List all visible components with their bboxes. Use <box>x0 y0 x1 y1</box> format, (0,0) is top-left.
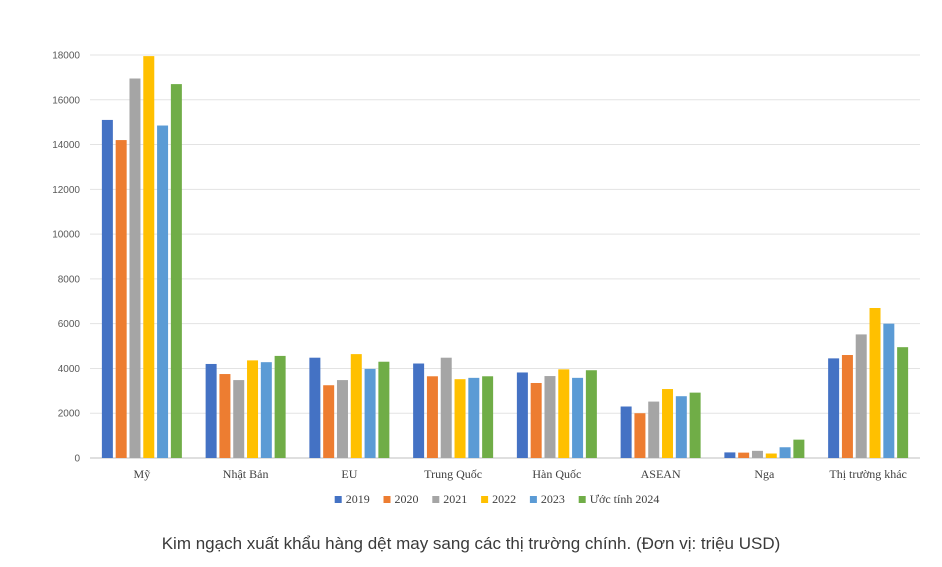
bar <box>585 370 597 458</box>
y-tick-label: 6000 <box>58 319 81 330</box>
y-tick-label: 4000 <box>58 364 81 375</box>
bar <box>675 396 687 458</box>
bar <box>364 368 376 458</box>
bar <box>115 140 127 459</box>
bar <box>482 376 494 458</box>
y-tick-label: 16000 <box>52 95 80 106</box>
legend-swatch <box>334 496 342 503</box>
y-axis-ticks: 0 2000 4000 6000 8000 10000 12000 14000 16000 180… <box>52 51 80 465</box>
x-axis-category-labels: Mỹ Nhật Bản EU Trung Quốc Hàn Quốc ASEAN Nga Th… <box>134 467 907 481</box>
bar <box>378 361 390 458</box>
bar <box>828 358 840 458</box>
bar <box>468 377 480 458</box>
bar <box>205 363 217 458</box>
bar <box>620 406 632 458</box>
bar <box>530 382 542 458</box>
bar <box>440 357 452 458</box>
legend-swatch <box>481 496 489 503</box>
bar <box>648 401 660 458</box>
bar <box>634 413 646 458</box>
bar <box>883 323 895 458</box>
bar <box>413 363 425 458</box>
bar <box>426 376 438 458</box>
legend-label: 2021 <box>443 492 467 506</box>
bar <box>309 357 321 458</box>
bar <box>129 78 141 458</box>
bar <box>170 84 182 458</box>
bar <box>724 452 736 458</box>
x-category-label: Hàn Quốc <box>532 467 581 481</box>
bar <box>247 360 259 458</box>
bar <box>689 392 701 458</box>
bar <box>779 447 791 458</box>
legend-label: 2019 <box>346 492 370 506</box>
bar <box>765 453 777 458</box>
bar <box>516 372 528 458</box>
chart-caption: Kim ngạch xuất khẩu hàng dệt may sang cá… <box>161 534 781 553</box>
y-tick-label: 18000 <box>52 51 80 62</box>
x-category-label: Mỹ <box>134 467 151 481</box>
x-category-label: Nhật Bản <box>223 467 269 481</box>
y-tick-label: 0 <box>74 454 80 465</box>
legend-label: 2023 <box>541 492 565 506</box>
bar <box>274 355 286 458</box>
bar <box>738 452 750 458</box>
bar <box>233 380 245 458</box>
bar <box>260 362 272 458</box>
bars <box>101 56 909 459</box>
legend-swatch <box>529 496 537 503</box>
bar <box>143 56 155 458</box>
legend-swatch <box>383 496 391 503</box>
bar <box>841 355 853 458</box>
x-category-label: Nga <box>754 467 775 481</box>
y-tick-label: 8000 <box>58 274 81 285</box>
x-category-label: EU <box>341 467 357 481</box>
bar <box>101 119 113 458</box>
x-category-label: Trung Quốc <box>424 467 482 481</box>
bar <box>855 334 867 458</box>
bar <box>157 125 169 459</box>
y-tick-label: 2000 <box>58 409 81 420</box>
x-category-label: ASEAN <box>641 467 681 481</box>
bar <box>558 369 570 458</box>
bar <box>323 385 335 458</box>
x-category-label: Thị trường khác <box>829 467 907 481</box>
bar <box>897 347 909 458</box>
legend-label: 2022 <box>492 492 516 506</box>
legend: 2019 2020 2021 2022 2023 Ước tính 2024 <box>334 492 660 506</box>
bar <box>454 379 466 458</box>
y-tick-label: 14000 <box>52 140 80 151</box>
legend-swatch <box>578 496 586 503</box>
bar <box>544 376 556 458</box>
y-tick-label: 10000 <box>52 230 80 241</box>
bar <box>572 377 584 458</box>
legend-label: Ước tính 2024 <box>590 492 660 506</box>
legend-label: 2020 <box>395 492 419 506</box>
bar <box>869 307 881 458</box>
y-tick-label: 12000 <box>52 185 80 196</box>
bar <box>219 374 231 458</box>
bar <box>336 380 348 458</box>
bar <box>662 389 674 458</box>
bar <box>751 450 763 458</box>
legend-swatch <box>432 496 440 503</box>
bar <box>350 354 362 458</box>
bar <box>793 439 805 458</box>
